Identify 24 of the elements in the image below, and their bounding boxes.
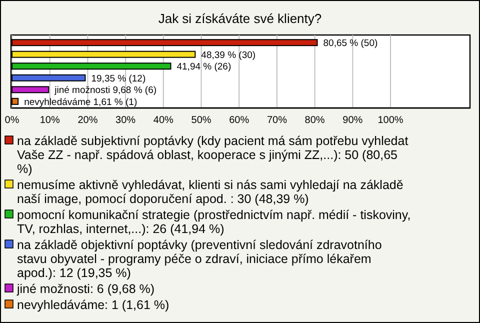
x-tick-label: 100% — [378, 115, 404, 126]
legend-label: pomocní komunikační strategie (prostřednictvím např. médií - tiskoviny, TV, rozhlas, internet,...): 26 (41,94 %) — [17, 208, 411, 236]
data-label: nevyhledáváme 1,61 % (1) — [24, 96, 138, 108]
legend-label: nemusíme aktivně vyhledávat, klienti si nás sami vyhledají na základě naší image, pomocí doporučení apod. : 30 (48,39 %) — [17, 178, 404, 206]
x-tick-label: 70% — [266, 115, 288, 126]
chart-title: Jak si získáváte své klienty? — [158, 11, 322, 26]
x-tick-label: 60% — [229, 115, 250, 126]
data-label: 19,35 % (12) — [91, 73, 146, 84]
x-tick-label: 90% — [342, 115, 363, 126]
x-tick-label: 0% — [4, 115, 20, 126]
data-label: 41,94 % (26) — [176, 62, 232, 73]
x-tick-label: 80% — [304, 115, 325, 126]
legend-label: na základě subjektivní poptávky (kdy pacient má sám potřebu vyhledat Vaše ZZ - např. spádová oblast, kooperace s jinými ZZ,...): 50 (80,65 %) — [17, 134, 409, 176]
x-tick-label: 30% — [116, 115, 136, 126]
data-label: jiné možnosti 9,68 % (6) — [54, 85, 157, 96]
x-tick-label: 50% — [191, 115, 212, 126]
x-tick-label: 40% — [153, 115, 174, 126]
x-tick-label: 20% — [78, 115, 98, 126]
legend-label: nevyhledáváme: 1 (1,61 %) — [17, 298, 170, 312]
x-tick-label: 10% — [40, 115, 60, 126]
data-label: 80,65 % (50) — [323, 38, 378, 50]
data-label: 48,39 % (30) — [201, 50, 256, 61]
legend-label: na základě objektivní poptávky (preventivní sledování zdravotního stavu obyvatel - programy péče o zdraví, iniciace přímo lékařem apod.): 12 (19,35 %) — [17, 238, 382, 280]
legend-label: jiné možnosti: 6 (9,68 %) — [16, 282, 155, 296]
